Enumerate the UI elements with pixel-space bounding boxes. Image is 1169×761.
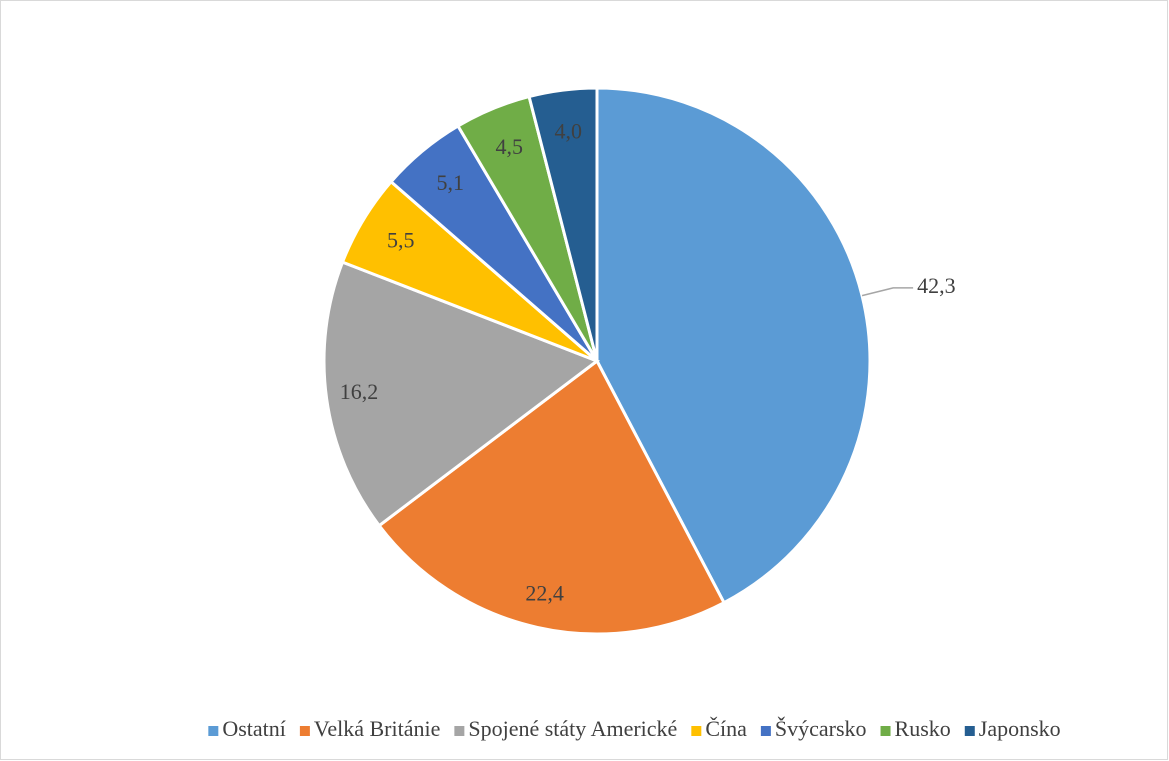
legend-swatch	[760, 726, 771, 736]
pie-slice	[527, 86, 599, 362]
legend-label: Čína	[705, 716, 747, 741]
legend: Ostatní Velká Británie Spojené státy Ameri…	[208, 716, 1061, 741]
data-label: 42,3	[917, 273, 956, 298]
legend-label: Velká Británie	[314, 716, 440, 741]
legend-swatch	[880, 726, 891, 736]
data-label: 16,2	[340, 379, 379, 404]
pie-slice	[322, 260, 601, 528]
data-label: 22,4	[525, 581, 564, 606]
legend-label: Spojené státy Americké	[468, 716, 677, 741]
data-label: 5,5	[387, 227, 415, 252]
legend-swatch	[208, 726, 219, 736]
data-label: 4,0	[555, 119, 583, 144]
legend-swatch	[964, 726, 975, 736]
pie-slice	[595, 86, 872, 605]
pie-slice	[377, 358, 727, 636]
legend-swatch	[454, 726, 465, 736]
data-label: 4,5	[495, 134, 523, 159]
legend-label: Ostatní	[222, 716, 286, 741]
legend-label: Rusko	[895, 716, 951, 741]
legend-swatch	[299, 726, 310, 736]
legend-label: Švýcarsko	[775, 716, 867, 741]
legend-label: Japonsko	[979, 716, 1061, 741]
legend-swatch	[691, 726, 702, 736]
data-label: 5,1	[437, 170, 465, 195]
leader-line	[861, 287, 914, 297]
